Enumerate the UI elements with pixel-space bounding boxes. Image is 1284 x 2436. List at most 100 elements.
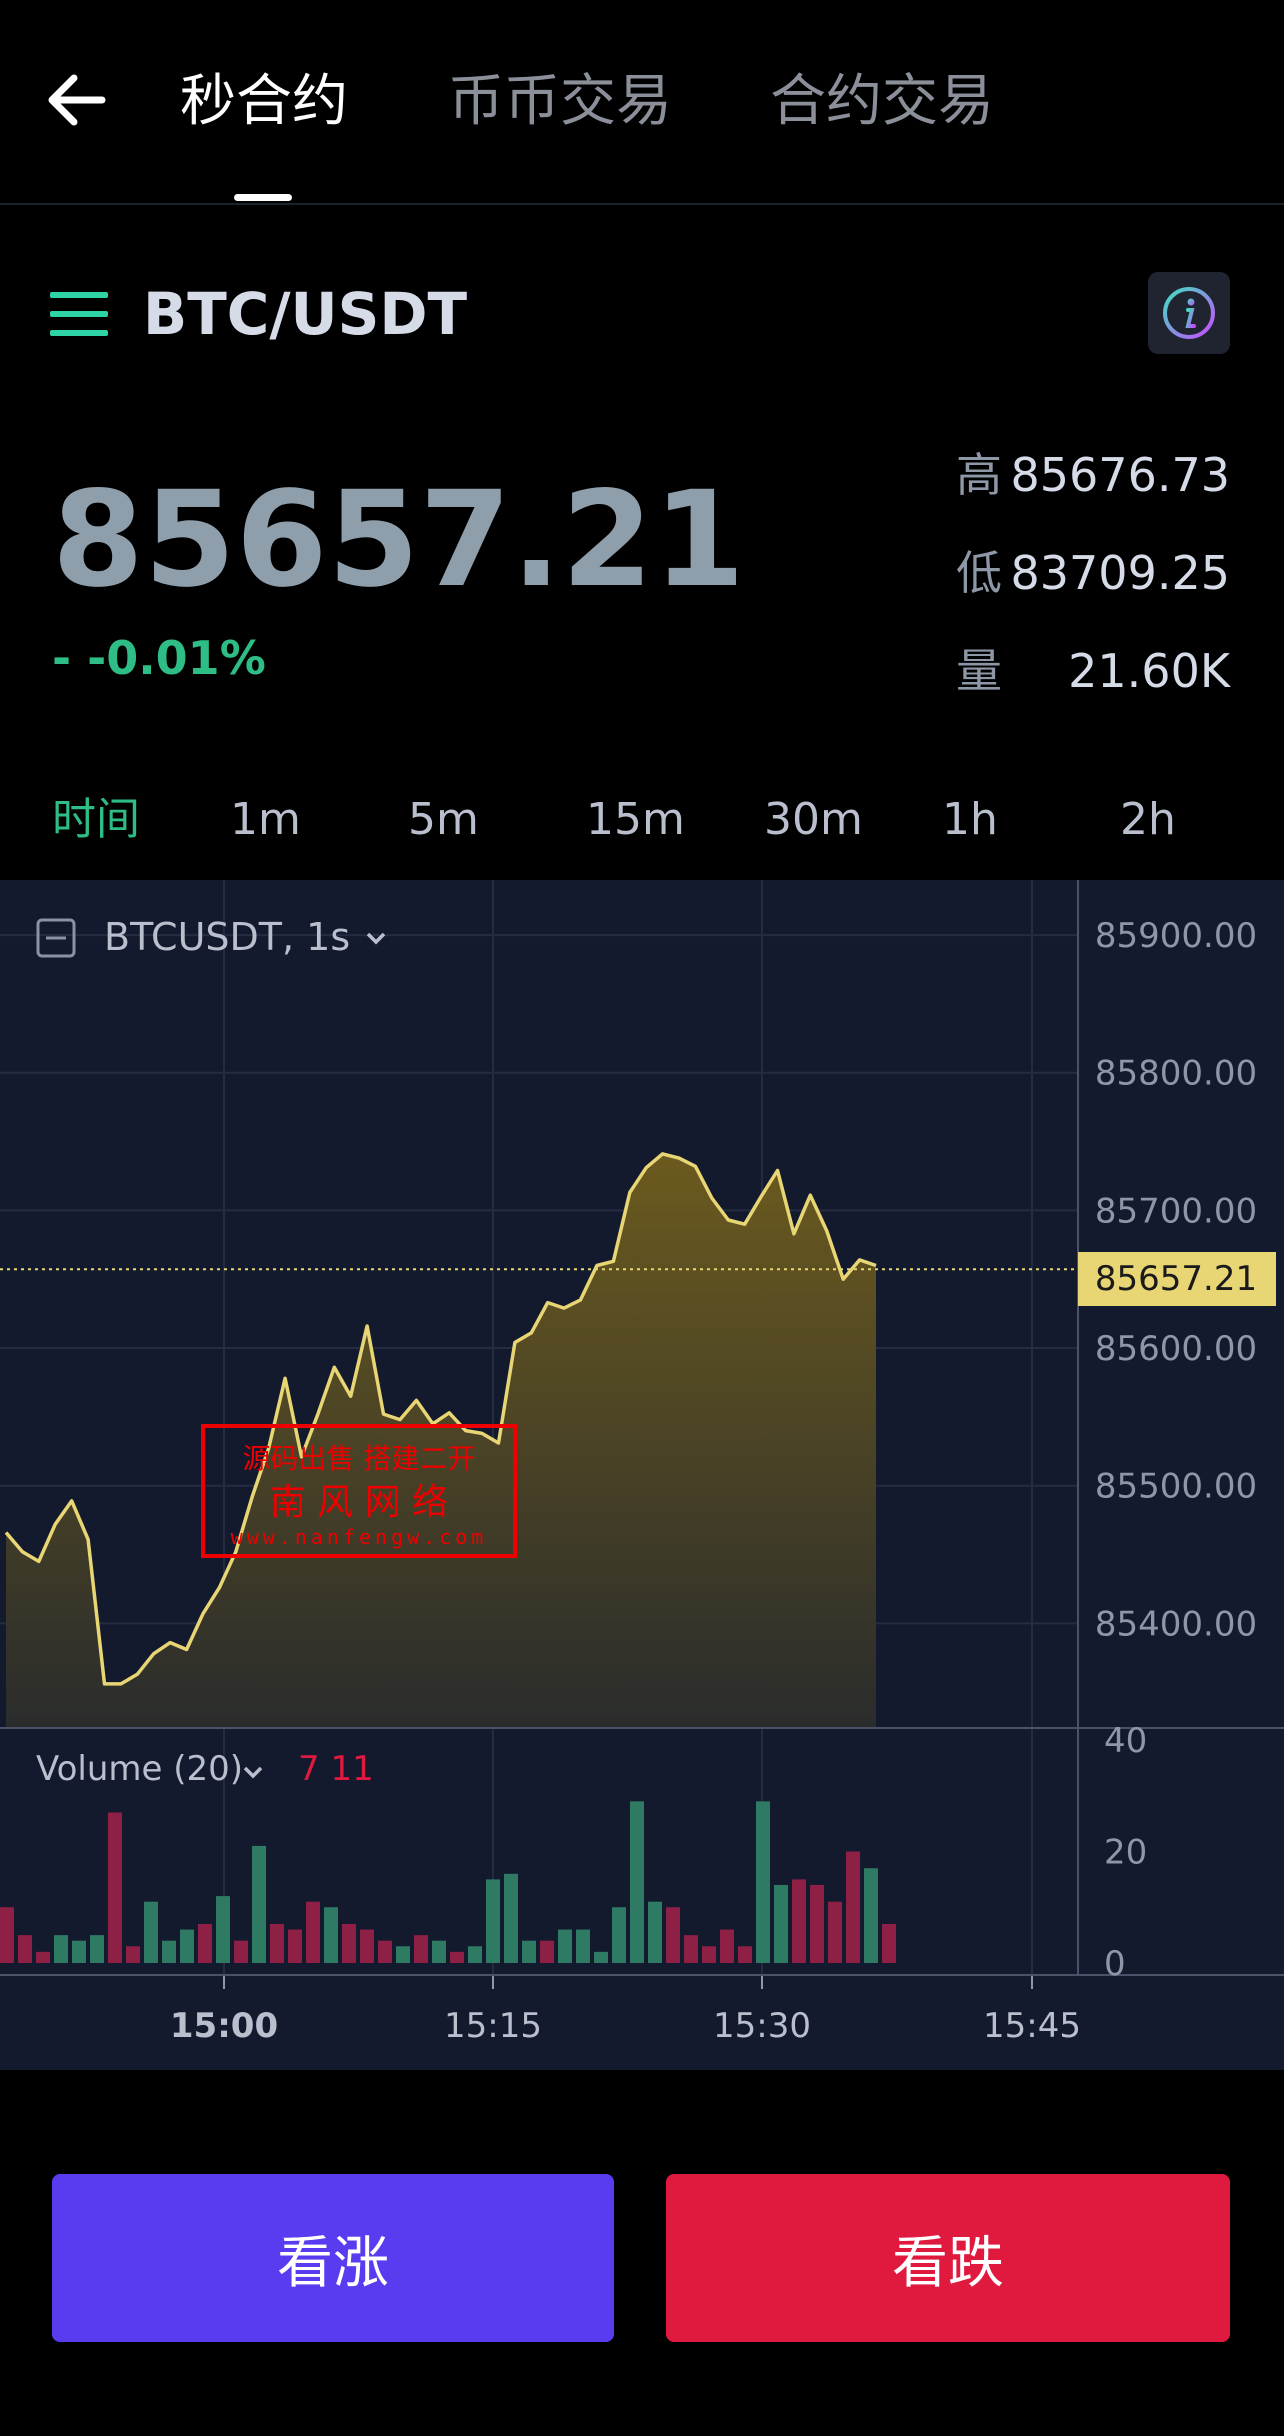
price-chart[interactable]: 85900.00 85800.00 85700.00 85600.00 85500.00…	[0, 880, 1284, 2070]
volume-bar	[18, 1935, 32, 1963]
volume-legend-value: 7 11	[298, 1749, 374, 1789]
volume-bar	[720, 1929, 734, 1963]
volume-bar	[738, 1946, 752, 1963]
volume-bar	[828, 1901, 842, 1963]
symbol-dropdown-chevron-icon[interactable]	[366, 932, 386, 945]
volume-bar	[846, 1851, 860, 1963]
volume-bar	[882, 1923, 896, 1963]
tab-second-contract[interactable]: 秒合约	[180, 69, 348, 134]
watermark-stamp: 源码出售 搭建二开 南 风 网 络 www.nanfengw.com	[201, 1424, 517, 1558]
price-tick-label: 85700.00	[1095, 1191, 1257, 1231]
volume-bar	[72, 1940, 86, 1963]
volume-bar	[396, 1946, 410, 1963]
last-price: 85657.21	[52, 463, 746, 617]
interval-time[interactable]: 时间	[52, 794, 140, 845]
volume-bar	[450, 1951, 464, 1963]
volume-bar	[216, 1896, 230, 1963]
volume-bar	[702, 1946, 716, 1963]
time-tick-label: 15:15	[444, 2006, 542, 2046]
volume-bar	[558, 1929, 572, 1963]
volume-bar	[162, 1940, 176, 1963]
volume-bar	[126, 1946, 140, 1963]
menu-icon[interactable]	[50, 290, 108, 338]
price-tick-label: 85400.00	[1095, 1604, 1257, 1644]
volume-legend-label[interactable]: Volume (20)	[36, 1749, 243, 1789]
volume-bar	[504, 1873, 518, 1963]
volume-bar	[414, 1935, 428, 1963]
tab-spot-trading[interactable]: 币币交易	[448, 69, 672, 134]
stat-high-label: 高	[956, 448, 1002, 502]
price-change: - -0.01%	[52, 631, 266, 685]
volume-bar	[540, 1940, 554, 1963]
nav-divider	[0, 203, 1284, 205]
time-tick-label: 15:30	[713, 2006, 811, 2046]
volume-bar	[522, 1940, 536, 1963]
price-area-fill	[6, 1153, 876, 1728]
volume-bar	[360, 1929, 374, 1963]
interval-30m[interactable]: 30m	[764, 794, 863, 845]
back-arrow-icon[interactable]	[40, 60, 120, 140]
volume-bar	[36, 1951, 50, 1963]
chart-canvas: 85900.00 85800.00 85700.00 85600.00 85500.00…	[0, 880, 1284, 2046]
volume-bar	[108, 1812, 122, 1963]
symbol-interval-label[interactable]: BTCUSDT, 1s	[104, 915, 350, 959]
volume-bar	[306, 1901, 320, 1963]
volume-dropdown-chevron-icon[interactable]	[243, 1766, 263, 1779]
price-tick-label: 85500.00	[1095, 1467, 1257, 1507]
volume-bar	[432, 1940, 446, 1963]
price-tick-label: 85800.00	[1095, 1054, 1257, 1094]
svg-text:www.nanfengw.com: www.nanfengw.com	[231, 1525, 488, 1549]
volume-bar	[342, 1923, 356, 1963]
volume-bar	[612, 1907, 626, 1963]
volume-bar	[324, 1907, 338, 1963]
volume-bar	[684, 1935, 698, 1963]
collapse-legend-icon[interactable]	[36, 918, 76, 958]
interval-2h[interactable]: 2h	[1120, 794, 1176, 845]
interval-1m[interactable]: 1m	[230, 794, 301, 845]
volume-bar	[270, 1923, 284, 1963]
interval-5m[interactable]: 5m	[408, 794, 479, 845]
volume-bar	[0, 1907, 14, 1963]
volume-bar	[198, 1923, 212, 1963]
time-tick-label: 15:00	[170, 2006, 278, 2046]
price-tick-label: 85600.00	[1095, 1329, 1257, 1369]
svg-text:源码出售 搭建二开: 源码出售 搭建二开	[243, 1442, 476, 1475]
pair-label[interactable]: BTC/USDT	[143, 280, 468, 348]
stat-volume-value: 21.60K	[1068, 644, 1230, 698]
volume-bar	[792, 1879, 806, 1963]
volume-bar	[234, 1940, 248, 1963]
tab-futures-trading[interactable]: 合约交易	[770, 69, 994, 134]
volume-bar	[288, 1929, 302, 1963]
volume-bar	[576, 1929, 590, 1963]
svg-text:南 风 网 络: 南 风 网 络	[270, 1482, 448, 1523]
volume-bar	[378, 1940, 392, 1963]
stat-low-label: 低	[956, 546, 1002, 600]
volume-bar	[144, 1901, 158, 1963]
volume-bar	[774, 1884, 788, 1963]
put-down-button[interactable]: 看跌	[666, 2174, 1230, 2342]
info-button[interactable]	[1148, 272, 1230, 354]
volume-bar	[252, 1845, 266, 1963]
volume-bar	[486, 1879, 500, 1963]
call-up-button[interactable]: 看涨	[52, 2174, 614, 2342]
interval-15m[interactable]: 15m	[586, 794, 685, 845]
volume-bar	[810, 1884, 824, 1963]
stat-volume-label: 量	[956, 644, 1002, 698]
price-tick-label: 85900.00	[1095, 916, 1257, 956]
volume-tick-label: 20	[1104, 1833, 1147, 1873]
info-icon	[1163, 287, 1215, 339]
interval-1h[interactable]: 1h	[942, 794, 998, 845]
volume-tick-label: 0	[1104, 1944, 1126, 1984]
time-tick-label: 15:45	[983, 2006, 1081, 2046]
volume-bar	[468, 1946, 482, 1963]
volume-bar	[54, 1935, 68, 1963]
volume-bar	[630, 1801, 644, 1963]
volume-bar	[180, 1929, 194, 1963]
price-line	[4, 1152, 877, 1686]
volume-bar	[594, 1951, 608, 1963]
current-price-tag-text: 85657.21	[1095, 1259, 1257, 1299]
stat-high-value: 85676.73	[1010, 448, 1231, 502]
volume-bar	[756, 1801, 770, 1963]
volume-bar	[864, 1868, 878, 1963]
volume-bar	[666, 1907, 680, 1963]
